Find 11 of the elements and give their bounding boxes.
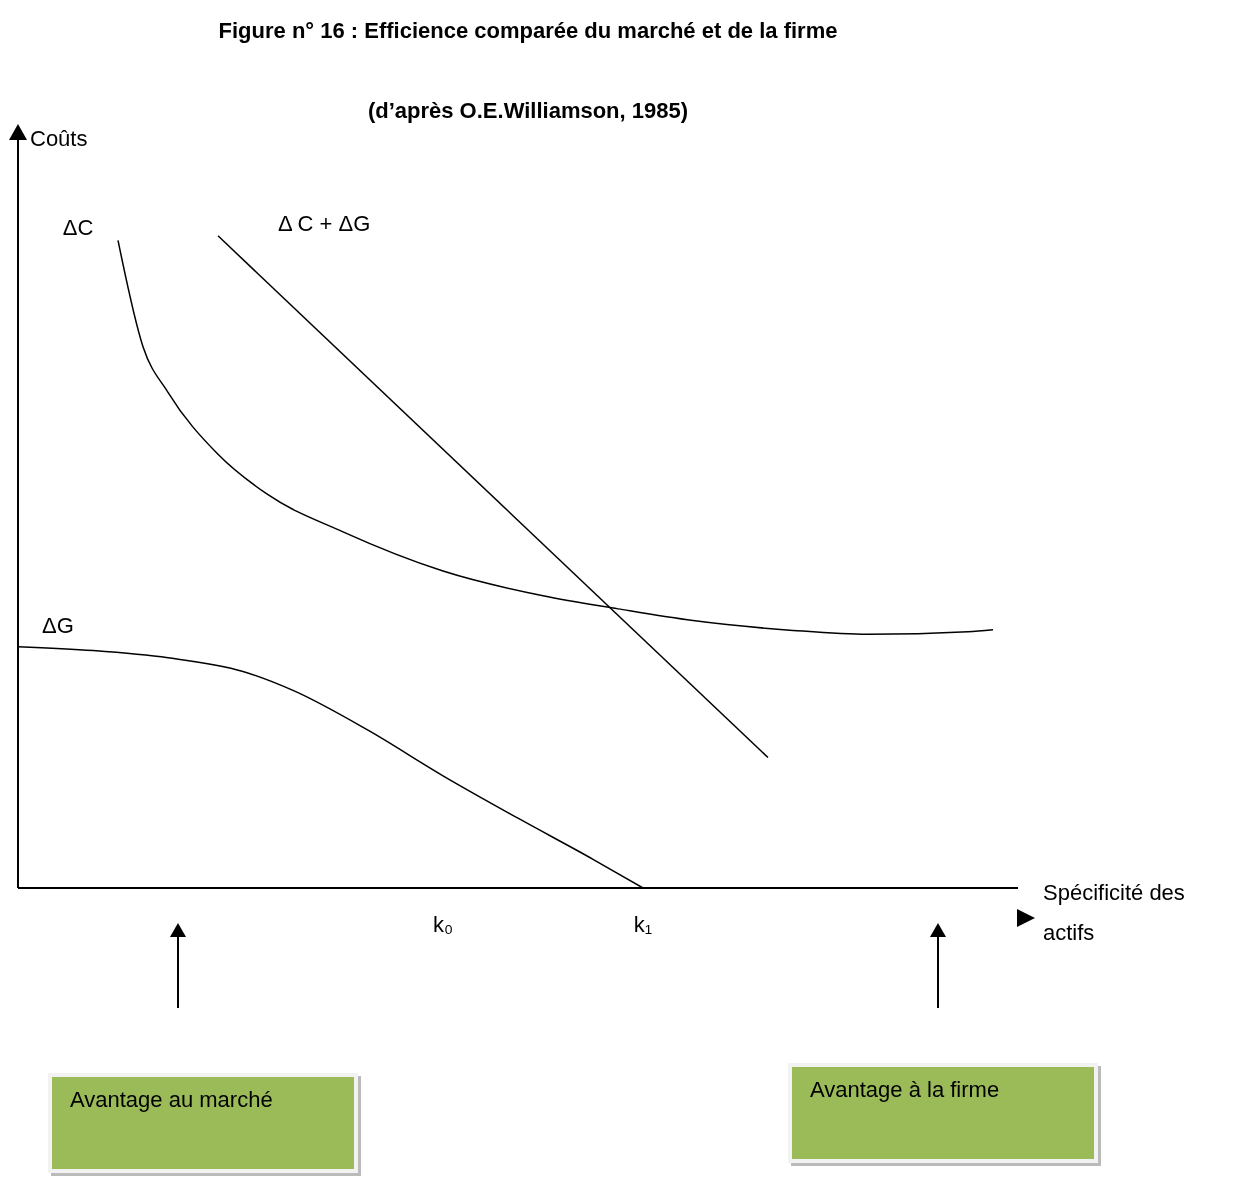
- chart-title: Figure n° 16 : Efficience comparée du marché et de la firme: [217, 18, 839, 44]
- text: Avantage au marché: [48, 1073, 358, 1173]
- series-label: ΔG: [42, 612, 74, 638]
- chart-subtitle: (d’après O.E.Williamson, 1985): [366, 98, 690, 124]
- x-tick-label: k₀: [432, 911, 454, 937]
- y-axis-title: Coûts: [30, 126, 88, 152]
- series-label: ΔC: [62, 215, 94, 241]
- x-axis-title: Spécificité des actifs: [1043, 879, 1186, 947]
- x-tick-label: k₁: [633, 911, 653, 937]
- text: Avantage à la firme: [788, 1063, 1098, 1163]
- series-label: Δ C + ΔG: [278, 210, 371, 236]
